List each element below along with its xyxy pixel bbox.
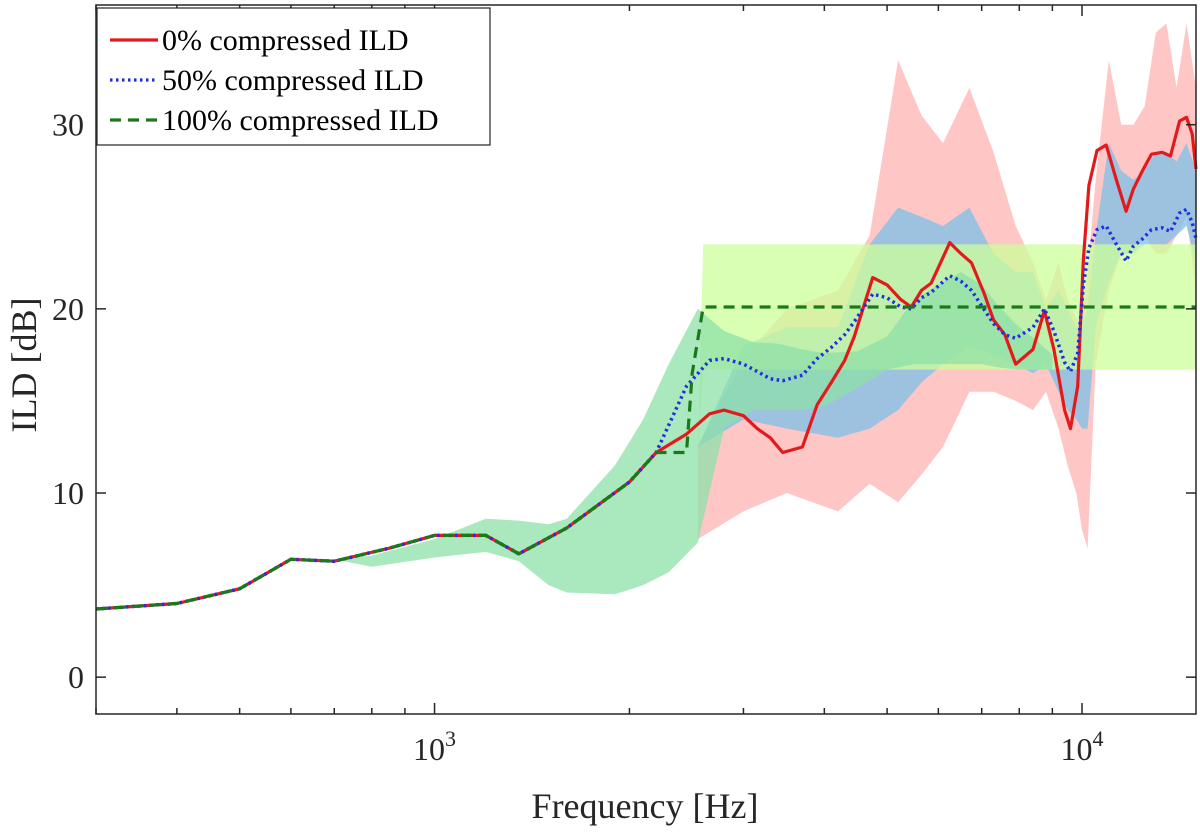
legend-label-1: 50% compressed ILD bbox=[162, 64, 424, 97]
legend-label-2: 100% compressed ILD bbox=[162, 104, 439, 137]
series-line-0 bbox=[95, 115, 1198, 611]
band-3 bbox=[96, 272, 1053, 609]
legend: 0% compressed ILD 50% compressed ILD 100% … bbox=[96, 7, 491, 146]
y-tick-label: 30 bbox=[52, 107, 84, 143]
x-tick-exponent: 3 bbox=[445, 726, 456, 751]
x-tick-exponent: 4 bbox=[1092, 726, 1103, 751]
y-tick-label: 20 bbox=[52, 291, 84, 327]
axes-box bbox=[95, 4, 1197, 715]
x-axis-title: Frequency [Hz] bbox=[532, 786, 759, 826]
legend-label-0: 0% compressed ILD bbox=[162, 24, 409, 57]
x-tick-label: 104 bbox=[1060, 726, 1103, 767]
legend-box bbox=[96, 7, 491, 146]
y-axis-title: ILD [dB] bbox=[4, 298, 44, 433]
series-line-2 bbox=[95, 305, 1196, 611]
y-tick-label: 10 bbox=[52, 475, 84, 511]
series-lines bbox=[95, 115, 1198, 611]
x-tick-label: 103 bbox=[413, 726, 456, 767]
y-tick-label: 0 bbox=[68, 659, 84, 695]
axis-ticks: 0 10 20 30 103 104 bbox=[52, 5, 1196, 767]
